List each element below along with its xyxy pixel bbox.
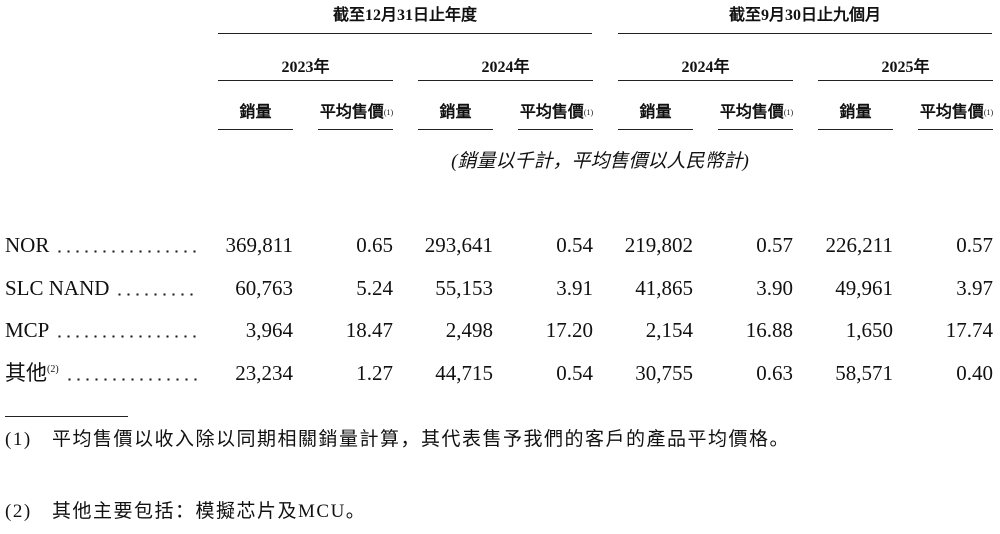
- cell: 58,571: [835, 360, 893, 385]
- year-header: 2025年: [818, 60, 993, 76]
- cell: 60,763: [235, 275, 293, 300]
- year-header-text: 2023年: [281, 59, 330, 76]
- column-header: 平均售價(1): [918, 105, 995, 121]
- rule: [418, 80, 593, 81]
- cell: 0.54: [556, 360, 593, 385]
- column-header: 銷量: [818, 105, 893, 121]
- note-marker: (1): [983, 108, 994, 117]
- rule: [218, 33, 592, 34]
- cell: 226,211: [825, 233, 893, 257]
- rule: [618, 33, 992, 34]
- column-header-text: 銷量: [839, 104, 872, 121]
- cell: 41,865: [635, 275, 693, 300]
- footnote-marker: (2): [5, 501, 32, 522]
- rule: [618, 80, 793, 81]
- cell: 369,811: [225, 233, 293, 257]
- row-label: SLC NAND: [5, 275, 110, 300]
- cell: 0.57: [756, 233, 793, 257]
- column-header-text: 平均售價: [919, 104, 984, 121]
- year-header-text: 2024年: [481, 59, 530, 76]
- cell: 2,498: [445, 318, 493, 342]
- footnote-text: 平均售價以收入除以同期相關銷量計算，其代表售予我們的客戶的產品平均價格。: [52, 429, 791, 450]
- cell: 3.97: [956, 275, 993, 300]
- note-marker: (1): [783, 108, 794, 117]
- cell: 2,154: [645, 318, 693, 342]
- row-label-text: NOR: [5, 233, 50, 257]
- row-label: NOR: [5, 235, 49, 256]
- year-header: 2024年: [418, 60, 593, 76]
- rule: [218, 129, 293, 130]
- rule: [918, 129, 993, 130]
- cell: 219,802: [624, 233, 693, 257]
- column-header: 平均售價(1): [518, 105, 595, 121]
- column-header: 銷量: [418, 105, 493, 121]
- cell: 0.57: [956, 233, 993, 257]
- cell: 16.88: [745, 318, 793, 342]
- dot-leader: [115, 292, 198, 296]
- cell: 17.74: [945, 318, 993, 342]
- group-title-text: 截至9月30日止九個月: [728, 7, 881, 24]
- column-header-text: 銷量: [639, 104, 672, 121]
- cell: 44,715: [435, 360, 493, 385]
- rule: [818, 129, 893, 130]
- year-header-text: 2024年: [681, 59, 730, 76]
- column-header-text: 平均售價: [719, 104, 784, 121]
- row-label: 其他(2): [5, 360, 59, 385]
- row-label-text: 其他: [5, 360, 47, 385]
- footnote-marker: (1): [5, 429, 32, 450]
- rule: [5, 416, 128, 417]
- cell: 293,641: [424, 233, 493, 257]
- cell: 3.90: [756, 275, 793, 300]
- note-marker: (2): [47, 363, 59, 375]
- note-marker: (1): [383, 108, 394, 117]
- row-label-text: MCP: [5, 318, 50, 342]
- rule: [218, 80, 393, 81]
- column-header-text: 平均售價: [319, 104, 384, 121]
- cell: 0.40: [956, 360, 993, 385]
- column-header: 平均售價(1): [318, 105, 395, 121]
- column-header-text: 銷量: [439, 104, 472, 121]
- year-header: 2023年: [218, 60, 393, 76]
- group-title: 截至12月31日止年度: [218, 8, 592, 24]
- group-title: 截至9月30日止九個月: [618, 8, 992, 24]
- unit-note: (銷量以千計，平均售價以人民幣計): [400, 152, 800, 171]
- rule: [418, 129, 493, 130]
- cell: 3.91: [556, 275, 593, 300]
- cell: 49,961: [835, 275, 893, 300]
- cell: 17.20: [545, 318, 593, 342]
- dot-leader: [55, 250, 198, 253]
- row-label-text: SLC NAND: [5, 275, 110, 300]
- dot-leader: [64, 377, 198, 381]
- unit-note-text: (銷量以千計，平均售價以人民幣計): [451, 151, 749, 172]
- rule: [518, 129, 593, 130]
- column-header: 平均售價(1): [718, 105, 795, 121]
- rule: [618, 129, 693, 130]
- footnote-text: 其他主要包括：模擬芯片及MCU。: [52, 501, 367, 522]
- cell: 55,153: [435, 275, 493, 300]
- year-header: 2024年: [618, 60, 793, 76]
- cell: 3,964: [245, 318, 293, 342]
- rule: [818, 80, 993, 81]
- cell: 1.27: [356, 360, 393, 385]
- column-header-text: 平均售價: [519, 104, 584, 121]
- cell: 18.47: [345, 318, 393, 342]
- note-marker: (1): [583, 108, 594, 117]
- row-label: MCP: [5, 320, 49, 341]
- cell: 0.65: [356, 233, 393, 257]
- cell: 0.63: [756, 360, 793, 385]
- dot-leader: [55, 335, 198, 338]
- cell: 1,650: [845, 318, 893, 342]
- year-header-text: 2025年: [881, 59, 930, 76]
- cell: 23,234: [235, 360, 293, 385]
- rule: [318, 129, 393, 130]
- cell: 5.24: [356, 275, 393, 300]
- rule: [718, 129, 793, 130]
- group-title-text: 截至12月31日止年度: [332, 7, 477, 24]
- cell: 0.54: [556, 233, 593, 257]
- cell: 30,755: [635, 360, 693, 385]
- column-header-text: 銷量: [239, 104, 272, 121]
- column-header: 銷量: [618, 105, 693, 121]
- column-header: 銷量: [218, 105, 293, 121]
